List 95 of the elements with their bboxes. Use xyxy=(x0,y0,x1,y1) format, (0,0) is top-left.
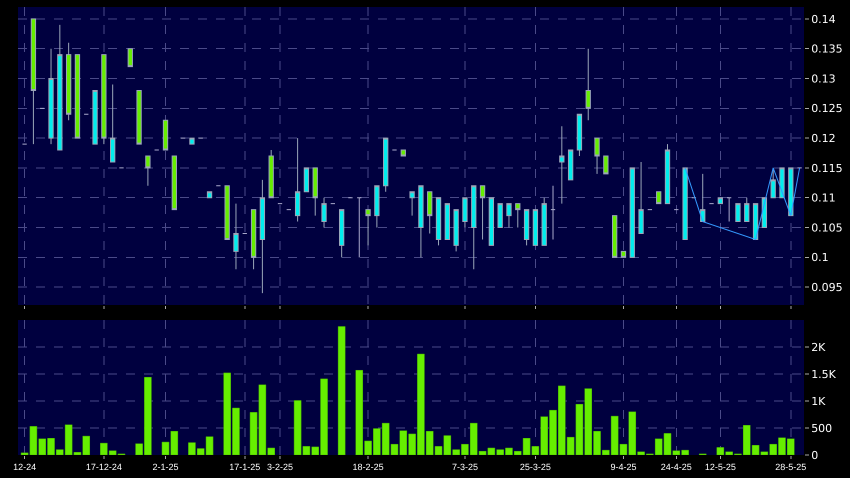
candlestick xyxy=(550,185,556,240)
candlestick xyxy=(638,161,644,234)
x-tick-label: 9-4-25 xyxy=(610,462,636,472)
candlestick xyxy=(48,48,54,145)
y-tick-label: 0.1 xyxy=(811,251,829,264)
candlestick xyxy=(532,209,538,246)
y-tick-label: 0.11 xyxy=(811,192,836,205)
candlestick xyxy=(224,185,230,240)
candlestick xyxy=(30,18,36,145)
candlestick xyxy=(568,150,574,180)
candlestick xyxy=(356,197,362,258)
x-tick-label: 17-1-25 xyxy=(229,462,260,472)
candlestick xyxy=(92,90,98,145)
candlestick xyxy=(374,185,380,228)
x-tick-label: 28-5-25 xyxy=(775,462,806,472)
candlestick xyxy=(128,48,133,68)
candlestick xyxy=(294,138,300,222)
x-tick-label: 12-24 xyxy=(13,462,36,472)
candlestick xyxy=(726,197,732,222)
candlestick xyxy=(700,173,706,222)
y-tick-label: 1.5K xyxy=(811,368,837,381)
candlestick xyxy=(488,197,494,246)
candlestick xyxy=(788,167,794,216)
y-tick-label: 0.13 xyxy=(811,72,836,86)
candlestick xyxy=(664,144,670,204)
y-tick-label: 0.12 xyxy=(811,132,836,145)
candlestick xyxy=(250,209,256,270)
candlestick xyxy=(101,54,107,145)
y-tick-label: 0.135 xyxy=(811,42,843,56)
y-tick-label: 0.14 xyxy=(811,12,836,26)
candlestick xyxy=(145,156,151,186)
candlestick xyxy=(515,203,520,228)
candlestick xyxy=(400,150,406,156)
candlestick xyxy=(542,197,547,246)
candlestick xyxy=(436,197,442,246)
x-tick-label: 17-12-24 xyxy=(86,462,122,472)
y-tick-label: 0.115 xyxy=(811,162,843,175)
candlestick xyxy=(682,167,688,240)
x-tick-label: 2-1-25 xyxy=(152,462,179,472)
candlestick xyxy=(630,167,635,258)
line-series xyxy=(684,167,800,240)
y-tick-label: 0.095 xyxy=(811,280,843,294)
candlestick xyxy=(409,191,415,216)
candlestick xyxy=(321,197,327,228)
candlestick xyxy=(312,167,318,216)
x-tick-label: 12-5-25 xyxy=(704,462,736,472)
candlestick xyxy=(66,42,72,121)
candlestick xyxy=(260,179,266,294)
candlestick xyxy=(480,185,486,240)
candlestick xyxy=(338,209,344,258)
candlestick xyxy=(576,114,582,156)
candlestick xyxy=(744,197,750,222)
y-tick-label: 1K xyxy=(811,394,826,408)
x-tick-label: 25-3-25 xyxy=(520,462,551,472)
candlestick xyxy=(418,185,424,258)
candlestick xyxy=(586,48,591,121)
candlestick xyxy=(718,197,723,204)
candlestick xyxy=(233,203,239,270)
x-tick-label: 7-3-25 xyxy=(452,462,478,472)
candlestick xyxy=(656,191,662,204)
candlestick xyxy=(427,191,432,234)
candlestick xyxy=(136,90,142,145)
candlestick xyxy=(524,209,530,246)
bar xyxy=(338,326,346,455)
candlestick xyxy=(304,167,310,192)
candlestick xyxy=(594,138,600,174)
y-tick-label: 0 xyxy=(811,448,818,462)
candlestick xyxy=(453,209,459,252)
x-tick-label: 18-2-25 xyxy=(352,462,384,472)
candlestick xyxy=(735,203,741,222)
candlestick xyxy=(444,203,450,240)
x-tick-label: 24-4-25 xyxy=(660,462,692,472)
candlestick xyxy=(172,156,177,210)
candlestick xyxy=(603,156,609,174)
candlestick xyxy=(189,138,195,145)
candlestick xyxy=(383,138,388,192)
candlestick xyxy=(612,215,618,258)
candlestick xyxy=(506,203,512,228)
candlestick xyxy=(110,84,116,162)
candlestick xyxy=(471,185,476,270)
candlestick xyxy=(559,126,564,204)
y-tick-label: 0.125 xyxy=(811,102,843,116)
x-tick-label: 3-2-25 xyxy=(266,462,294,472)
y-tick-label: 2K xyxy=(811,340,826,354)
candlestick xyxy=(74,54,80,139)
candlestick xyxy=(770,167,776,198)
candlestick xyxy=(162,120,168,151)
candlestick xyxy=(268,150,274,198)
candlestick xyxy=(498,203,503,228)
candlestick xyxy=(620,250,626,258)
candlestick xyxy=(462,197,468,228)
candlestick xyxy=(365,209,371,246)
y-tick-label: 0.105 xyxy=(811,221,843,234)
y-tick-label: 500 xyxy=(811,422,832,435)
candlestick xyxy=(57,24,62,151)
